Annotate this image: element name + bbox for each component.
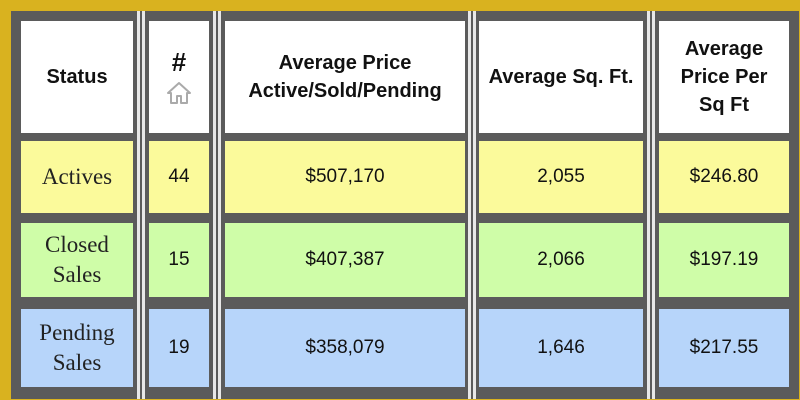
- listing-stats-table: Status # Average Price Active/Sold/Pendi…: [11, 11, 799, 399]
- status-label-line1: Closed: [45, 232, 109, 257]
- table-row-closed-count: 15: [149, 223, 209, 297]
- header-status-label: Status: [46, 66, 108, 88]
- header-avg-ppsf-line3: Sq Ft: [699, 94, 749, 116]
- column-divider: [652, 11, 655, 399]
- table-row-closed-status: Closed Sales: [21, 223, 133, 297]
- status-label-line1: Pending: [39, 320, 115, 345]
- table-row-actives-count: 44: [149, 141, 209, 213]
- column-divider: [468, 11, 471, 399]
- count-value: 44: [168, 166, 190, 187]
- column-divider: [473, 11, 476, 399]
- header-avg-price-line2: Active/Sold/Pending: [248, 80, 442, 102]
- table-row-pending-count: 19: [149, 309, 209, 387]
- column-divider: [647, 11, 650, 399]
- house-icon: [167, 82, 191, 104]
- table-row-actives-avg-price: $507,170: [225, 141, 465, 213]
- table-row-closed-avg-price: $407,387: [225, 223, 465, 297]
- avg-price-value: $358,079: [305, 337, 385, 358]
- table-row-pending-status: Pending Sales: [21, 309, 133, 387]
- status-label-line2: Sales: [52, 350, 102, 375]
- table-row-actives-avg-sqft: 2,055: [479, 141, 643, 213]
- table-row-closed-avg-ppsf: $197.19: [659, 223, 789, 297]
- avg-sqft-value: 1,646: [537, 337, 585, 358]
- header-avg-ppsf: Average Price Per Sq Ft: [659, 21, 789, 133]
- table-row-pending-avg-sqft: 1,646: [479, 309, 643, 387]
- avg-sqft-value: 2,055: [537, 166, 585, 187]
- column-divider: [137, 11, 140, 399]
- avg-ppsf-value: $246.80: [689, 166, 759, 187]
- table-row-closed-avg-sqft: 2,066: [479, 223, 643, 297]
- table-row-actives-avg-ppsf: $246.80: [659, 141, 789, 213]
- header-avg-price: Average Price Active/Sold/Pending: [225, 21, 465, 133]
- status-label-line2: Sales: [52, 262, 102, 287]
- header-count-label: #: [171, 47, 187, 77]
- avg-ppsf-value: $197.19: [689, 249, 759, 270]
- count-value: 15: [168, 249, 190, 270]
- table-row-pending-avg-ppsf: $217.55: [659, 309, 789, 387]
- table-row-actives-status: Actives: [21, 141, 133, 213]
- header-count: #: [149, 21, 209, 133]
- header-avg-sqft-label: Average Sq. Ft.: [488, 66, 634, 88]
- column-divider: [218, 11, 221, 399]
- avg-price-value: $507,170: [305, 166, 385, 187]
- count-value: 19: [168, 337, 190, 358]
- column-divider: [142, 11, 145, 399]
- header-avg-sqft: Average Sq. Ft.: [479, 21, 643, 133]
- header-avg-ppsf-line1: Average: [684, 38, 764, 60]
- avg-ppsf-value: $217.55: [689, 337, 759, 358]
- column-divider: [213, 11, 216, 399]
- avg-sqft-value: 2,066: [537, 249, 585, 270]
- header-avg-ppsf-line2: Price Per: [680, 66, 768, 88]
- avg-price-value: $407,387: [305, 249, 385, 270]
- header-status: Status: [21, 21, 133, 133]
- status-label: Actives: [41, 164, 113, 189]
- header-avg-price-line1: Average Price: [278, 52, 412, 74]
- table-row-pending-avg-price: $358,079: [225, 309, 465, 387]
